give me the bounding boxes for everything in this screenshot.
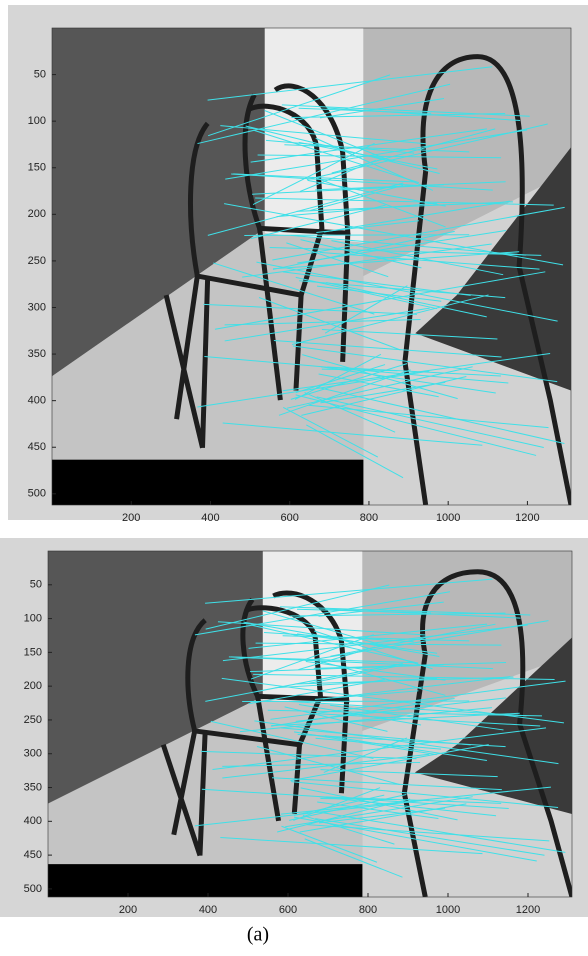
y-tick-label: 150: [28, 162, 46, 174]
y-tick-label: 400: [24, 815, 42, 827]
y-tick-label: 300: [24, 748, 42, 760]
x-tick-label: 1000: [436, 512, 460, 524]
y-tick-label: 350: [28, 348, 46, 360]
y-tick-label: 150: [24, 646, 42, 658]
y-tick-label: 300: [28, 301, 46, 313]
image: [52, 28, 571, 505]
x-tick-label: 1000: [436, 904, 460, 916]
y-tick-label: 250: [24, 714, 42, 726]
y-tick-label: 100: [24, 612, 42, 624]
x-tick-label: 400: [199, 904, 217, 916]
x-tick-label: 200: [122, 512, 140, 524]
y-tick-label: 500: [24, 883, 42, 895]
y-tick-label: 400: [28, 395, 46, 407]
y-tick-label: 50: [34, 68, 46, 80]
x-tick-label: 600: [279, 904, 297, 916]
x-tick-label: 800: [360, 512, 378, 524]
y-tick-label: 450: [28, 441, 46, 453]
x-tick-label: 1200: [516, 904, 540, 916]
y-tick-label: 350: [24, 781, 42, 793]
x-tick-label: 1200: [515, 512, 539, 524]
x-tick-label: 400: [201, 512, 219, 524]
figure: (a) 200 400 600 800 1000 1200 50 100 150 200 250 30…: [0, 0, 588, 951]
caption: (a): [247, 924, 269, 946]
y-tick-label: 450: [24, 849, 42, 861]
x-tick-label: 200: [119, 904, 137, 916]
y-tick-label: 200: [28, 208, 46, 220]
x-tick-label: 600: [281, 512, 299, 524]
y-tick-label: 250: [28, 255, 46, 267]
y-tick-label: 200: [24, 680, 42, 692]
y-tick-label: 50: [30, 579, 42, 591]
y-tick-label: 500: [28, 488, 46, 500]
image: [48, 551, 572, 897]
y-tick-label: 100: [28, 115, 46, 127]
x-tick-label: 800: [359, 904, 377, 916]
